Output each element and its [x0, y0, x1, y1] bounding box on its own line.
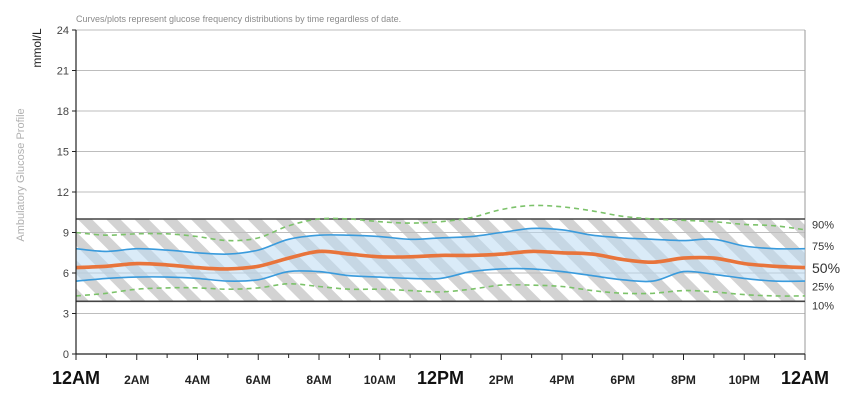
- x-tick-label: 8AM: [306, 373, 331, 387]
- series-line-10pct: [75, 282, 806, 297]
- y-tick-labels: 0 3 6 9 12 15 18 21 24: [57, 25, 69, 361]
- x-tick-label: 4AM: [185, 373, 210, 387]
- y-tick-label: 15: [57, 147, 69, 159]
- chart-title: Curves/plots represent glucose frequency…: [76, 14, 401, 24]
- series-line-50pct: [75, 249, 806, 271]
- y-tick-label: 9: [63, 228, 69, 240]
- x-tick-labels: 12AM 2AM 4AM 6AM 8AM 10AM 12PM 2PM 4PM 6PM 8PM 10PM…: [52, 368, 829, 388]
- percentile-lines: [75, 204, 806, 297]
- y-tick-label: 24: [57, 25, 69, 37]
- y-tick-label: 0: [63, 349, 69, 361]
- series-line-25pct: [75, 267, 806, 283]
- x-tick-label: 4PM: [550, 373, 575, 387]
- x-tick-label: 10PM: [729, 373, 760, 387]
- side-title-label: Ambulatory Glucose Profile: [15, 108, 27, 241]
- y-tick-label: 21: [57, 66, 69, 78]
- series-line-75pct: [75, 227, 806, 255]
- y-axis-unit-label: mmol/L: [30, 28, 44, 68]
- percentile-label-75pct: 75%: [812, 241, 834, 253]
- y-tick-label: 3: [63, 309, 69, 321]
- x-tick-label: 2AM: [124, 373, 149, 387]
- percentile-label-50pct: 50%: [812, 260, 840, 276]
- percentile-label-90pct: 90%: [812, 219, 834, 231]
- percentile-label-25pct: 25%: [812, 282, 834, 294]
- x-tick-label: 12AM: [52, 368, 100, 388]
- x-tick-label: 8PM: [671, 373, 696, 387]
- x-tick-label: 6AM: [246, 373, 271, 387]
- series-line-90pct: [75, 204, 806, 242]
- x-tick-label: 10AM: [364, 373, 396, 387]
- y-tick-label: 6: [63, 268, 69, 280]
- y-tick-label: 12: [57, 187, 69, 199]
- gridlines: [76, 29, 806, 354]
- x-tick-label: 6PM: [610, 373, 635, 387]
- percentile-label-10pct: 10%: [812, 300, 834, 312]
- axes: [72, 29, 806, 360]
- x-tick-label: 12AM: [781, 368, 829, 388]
- x-tick-label: 2PM: [489, 373, 514, 387]
- percentile-labels: 90% 75% 50% 25% 10%: [812, 219, 840, 312]
- y-tick-label: 18: [57, 106, 69, 118]
- x-tick-label: 12PM: [417, 368, 464, 388]
